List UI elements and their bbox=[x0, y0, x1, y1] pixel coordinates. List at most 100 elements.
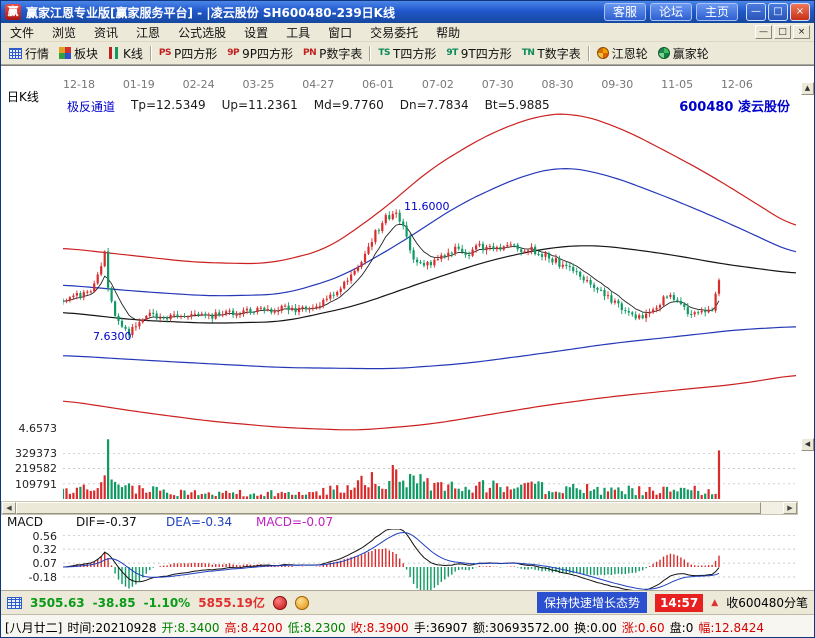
toolbar-button-kline[interactable]: K线 bbox=[103, 44, 148, 63]
indicator-up-value: Up=11.2361 bbox=[221, 98, 298, 112]
toolbar-label: K线 bbox=[123, 46, 143, 61]
date-label: 06-01 bbox=[362, 78, 395, 91]
toolbar-button-t-square[interactable]: TS T四方形 bbox=[373, 44, 441, 63]
menu-item-browse[interactable]: 浏览 bbox=[52, 25, 77, 40]
status-bar: 3505.63 -38.85 -1.10% 5855.19亿 保持快速增长态势 … bbox=[1, 590, 814, 614]
mdi-close-button[interactable]: × bbox=[793, 25, 810, 39]
candlestick-icon bbox=[108, 47, 121, 59]
toolbar-button-quotes[interactable]: 行情 bbox=[4, 44, 54, 63]
toolbar-button-winner-wheel[interactable]: 赢家轮 bbox=[653, 44, 714, 63]
ticker-time: 14:57 bbox=[655, 593, 704, 612]
macd-axis-label: 0.56 bbox=[32, 530, 58, 543]
titlebar[interactable]: 赢 赢家江恩专业版[赢家服务平台] - |凌云股份 SH600480-239日K… bbox=[1, 1, 814, 23]
info-field-position: 盘:0 bbox=[669, 620, 694, 635]
mdi-controls: — □ × bbox=[755, 25, 814, 39]
lunar-date: [八月廿二] bbox=[5, 620, 63, 635]
macd-axis-label: -0.18 bbox=[28, 571, 57, 584]
app-logo-icon: 赢 bbox=[5, 4, 21, 20]
macd-chart[interactable] bbox=[63, 529, 796, 591]
toolbar-label: 9T四方形 bbox=[460, 46, 512, 61]
gann-wheel-icon bbox=[596, 47, 609, 59]
toolbar-button-9p-square[interactable]: 9P 9P四方形 bbox=[222, 44, 298, 63]
index-pct: -1.10% bbox=[143, 595, 191, 610]
toolbar-label: T四方形 bbox=[392, 46, 437, 61]
toolbar-button-t-table[interactable]: TN T数字表 bbox=[517, 44, 586, 63]
info-field-high: 高:8.4200 bbox=[224, 620, 283, 635]
winner-wheel-icon bbox=[657, 47, 670, 59]
menu-item-settings[interactable]: 设置 bbox=[244, 25, 269, 40]
menu-item-file[interactable]: 文件 bbox=[10, 25, 35, 40]
toolbar-button-p-table[interactable]: PN P数字表 bbox=[298, 44, 367, 63]
date-label: 01-19 bbox=[122, 78, 155, 91]
toolbar-button-sectors[interactable]: 板块 bbox=[54, 44, 103, 63]
up-arrow-icon: ▲ bbox=[711, 597, 719, 608]
9p-square-icon: 9P bbox=[227, 47, 240, 58]
info-field-amount: 额:30693572.00 bbox=[472, 620, 570, 635]
volume-chart[interactable] bbox=[63, 438, 796, 499]
indicator-bt-value: Bt=5.9885 bbox=[484, 98, 550, 112]
menu-item-tools[interactable]: 工具 bbox=[286, 25, 311, 40]
news-ticker[interactable]: 保持快速增长态势 bbox=[537, 592, 648, 613]
scroll-right-button[interactable]: ▶ bbox=[783, 502, 797, 514]
service-badge-icon[interactable] bbox=[272, 595, 287, 610]
pane-collapse-button[interactable]: ◀ bbox=[801, 438, 814, 451]
customer-service-button[interactable]: 客服 bbox=[603, 3, 646, 21]
toolbar-label: 行情 bbox=[25, 46, 50, 61]
titlebar-quick-buttons: 客服 论坛 主页 bbox=[603, 3, 738, 21]
menubar: 文件 浏览 资讯 江恩 公式选股 设置 工具 窗口 交易委托 帮助 — □ × bbox=[1, 23, 814, 42]
menu-item-news[interactable]: 资讯 bbox=[94, 25, 119, 40]
period-label: 日K线 bbox=[7, 90, 39, 104]
stock-code-name: 600480 凌云股份 bbox=[679, 100, 790, 115]
macd-dif-value: DIF=-0.37 bbox=[76, 515, 137, 529]
toolbar-label: 9P四方形 bbox=[242, 46, 293, 61]
macd-macd-value: MACD=-0.07 bbox=[256, 515, 334, 529]
date-label: 07-02 bbox=[421, 78, 454, 91]
indicator-md-value: Md=9.7760 bbox=[313, 98, 384, 112]
p-table-icon: PN bbox=[302, 47, 317, 58]
mdi-minimize-button[interactable]: — bbox=[755, 25, 772, 39]
menu-item-gann[interactable]: 江恩 bbox=[136, 25, 161, 40]
promo-badge-icon[interactable] bbox=[294, 595, 309, 610]
t-table-icon: TN bbox=[521, 47, 535, 58]
close-button[interactable]: × bbox=[790, 3, 810, 21]
forum-button[interactable]: 论坛 bbox=[649, 3, 692, 21]
volume-axis-label: 329373 bbox=[15, 447, 57, 460]
home-button[interactable]: 主页 bbox=[695, 3, 738, 21]
menu-item-formula-picker[interactable]: 公式选股 bbox=[178, 25, 227, 40]
toolbar-button-9t-square[interactable]: 9T 9T四方形 bbox=[441, 44, 516, 63]
menu-item-window[interactable]: 窗口 bbox=[328, 25, 353, 40]
menu-item-help[interactable]: 帮助 bbox=[436, 25, 461, 40]
toolbar-label: 江恩轮 bbox=[611, 46, 648, 61]
menu-item-trade[interactable]: 交易委托 bbox=[370, 25, 419, 40]
date-label: 04-27 bbox=[302, 78, 335, 91]
tick-view-label[interactable]: 收600480分笔 bbox=[726, 596, 808, 610]
volume-axis-label: 109791 bbox=[15, 478, 57, 491]
index-value: 3505.63 bbox=[30, 595, 85, 610]
mdi-restore-button[interactable]: □ bbox=[774, 25, 791, 39]
info-field-close: 收:8.3900 bbox=[350, 620, 409, 635]
index-turnover: 5855.19亿 bbox=[198, 596, 265, 610]
scroll-left-button[interactable]: ◀ bbox=[2, 502, 16, 514]
market-grid-icon[interactable] bbox=[7, 596, 22, 609]
macd-header: MACD DIF=-0.37 DEA=-0.34 MACD=-0.07 bbox=[1, 515, 814, 529]
minimize-button[interactable]: — bbox=[746, 3, 766, 21]
chart-panel[interactable]: 12-18 01-19 02-24 03-25 04-27 06-01 07-0… bbox=[1, 65, 814, 591]
date-label: 09-30 bbox=[601, 78, 634, 91]
indicator-row: 极反通道 Tp=12.5349 Up=11.2361 Md=9.7760 Dn=… bbox=[67, 98, 550, 115]
h-scrollbar[interactable]: ◀ ▶ bbox=[1, 501, 798, 515]
toolbar-label: 赢家轮 bbox=[672, 46, 709, 61]
quotes-grid-icon bbox=[9, 47, 22, 59]
scroll-thumb[interactable] bbox=[16, 502, 761, 514]
p-square-icon: PS bbox=[158, 47, 172, 58]
toolbar-button-gann-wheel[interactable]: 江恩轮 bbox=[592, 44, 653, 63]
info-field-low: 低:8.2300 bbox=[287, 620, 346, 635]
toolbar-button-p-square[interactable]: PS P四方形 bbox=[154, 44, 222, 63]
scroll-up-button[interactable]: ▲ bbox=[801, 82, 814, 95]
date-label: 11-05 bbox=[661, 78, 694, 91]
info-field-change: 涨:0.60 bbox=[621, 620, 665, 635]
maximize-button[interactable]: □ bbox=[768, 3, 788, 21]
kline-chart[interactable] bbox=[63, 102, 796, 434]
macd-axis-label: 0.32 bbox=[32, 543, 58, 556]
sector-blocks-icon bbox=[59, 47, 72, 59]
